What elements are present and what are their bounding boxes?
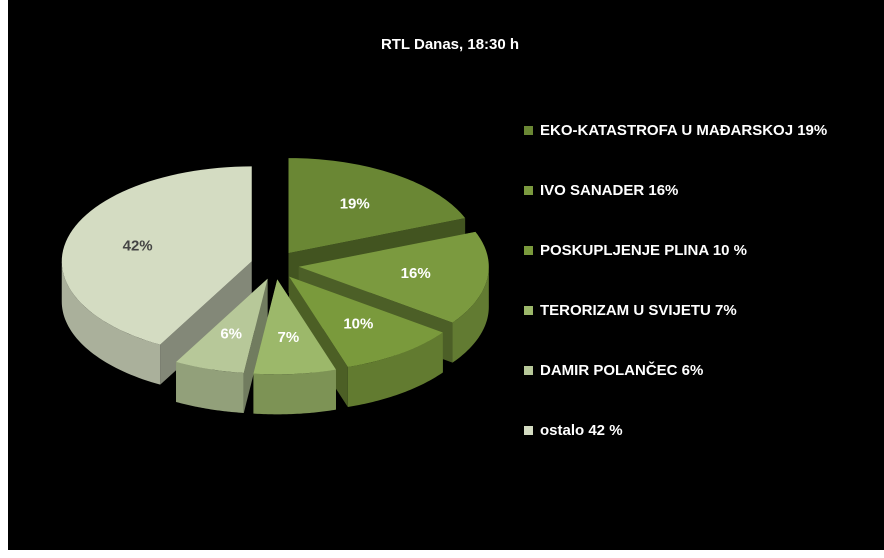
- legend-label: IVO SANADER 16%: [540, 182, 679, 199]
- legend-entry: POSKUPLJENJE PLINA 10 %: [520, 238, 850, 298]
- legend-swatch: [524, 306, 533, 315]
- legend-label: ostalo 42 %: [540, 422, 623, 439]
- chart-title: RTL Danas, 18:30 h: [381, 36, 519, 53]
- slice-wall: [61, 261, 161, 385]
- data-label: 7%: [278, 329, 300, 346]
- slice: [288, 158, 466, 254]
- slice-wall: [253, 369, 336, 415]
- legend-swatch: [524, 366, 533, 375]
- legend-label: DAMIR POLANČEC 6%: [540, 362, 704, 379]
- legend-entry: DAMIR POLANČEC 6%: [520, 358, 850, 418]
- slice: [298, 231, 489, 323]
- slice: [176, 278, 268, 373]
- data-label: 16%: [401, 265, 431, 282]
- slice-wall: [452, 266, 489, 363]
- slice-wall: [347, 332, 443, 408]
- slice: [61, 166, 252, 345]
- data-label: 42%: [123, 238, 153, 255]
- slice-wall: [176, 361, 244, 413]
- legend: EKO-KATASTROFA U MAĐARSKOJ 19% IVO SANADE…: [520, 118, 850, 478]
- legend-entry: ostalo 42 %: [520, 418, 850, 478]
- legend-entry: EKO-KATASTROFA U MAĐARSKOJ 19%: [520, 118, 850, 178]
- legend-label: EKO-KATASTROFA U MAĐARSKOJ 19%: [540, 122, 828, 139]
- slice: [253, 279, 336, 375]
- slice-side: [160, 261, 252, 385]
- legend-entry: TERORIZAM U SVIJETU 7%: [520, 298, 850, 358]
- data-label: 6%: [220, 326, 242, 343]
- legend-swatch: [524, 426, 533, 435]
- legend-swatch: [524, 186, 533, 195]
- legend-swatch: [524, 126, 533, 135]
- legend-entry: IVO SANADER 16%: [520, 178, 850, 238]
- data-label: 19%: [340, 195, 370, 212]
- legend-swatch: [524, 246, 533, 255]
- data-label: 10%: [343, 315, 373, 332]
- slice: [289, 276, 443, 368]
- legend-label: TERORIZAM U SVIJETU 7%: [540, 302, 737, 319]
- legend-label: POSKUPLJENJE PLINA 10 %: [540, 242, 748, 259]
